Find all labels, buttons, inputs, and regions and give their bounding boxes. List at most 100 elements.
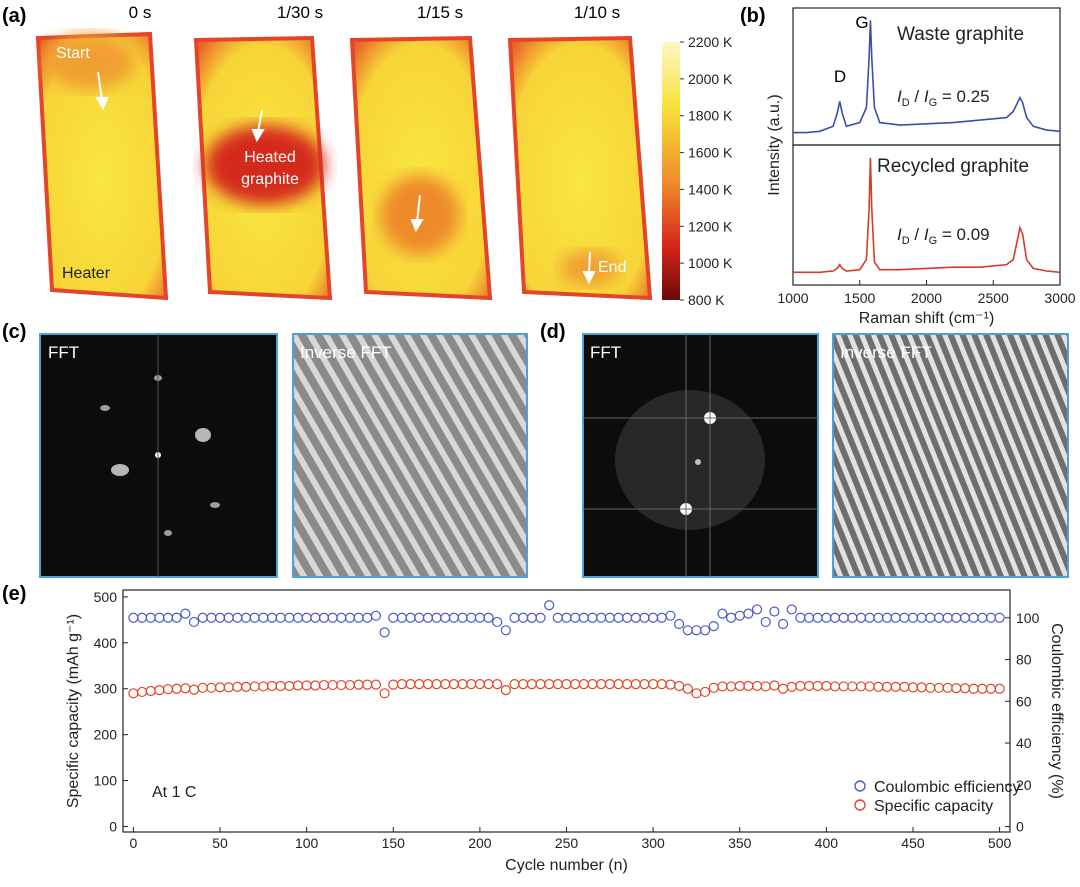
data-point (786, 681, 797, 692)
x-axis-label: Cycle number (n) (505, 857, 628, 874)
data-point (786, 604, 797, 615)
y-axis-label: Specific capacity (mAh g⁻¹) (65, 614, 82, 808)
legend-marker (854, 799, 866, 811)
data-point (656, 679, 667, 690)
data-point (492, 679, 503, 690)
annotation: At 1 C (152, 784, 196, 801)
data-point (249, 612, 260, 623)
x-axis-label: Raman shift (cm⁻¹) (859, 310, 995, 327)
data-point (162, 684, 174, 695)
data-point (639, 679, 650, 690)
colorbar-tick-label: 2000 K (688, 71, 733, 87)
data-point (708, 682, 719, 693)
data-point (596, 612, 607, 623)
data-point (855, 612, 867, 623)
y-axis-label: Intensity (a.u.) (766, 94, 783, 195)
data-point (674, 618, 685, 630)
ratio-part: = 0.25 (937, 87, 989, 106)
data-point (188, 616, 200, 628)
annotation: Start (56, 45, 90, 62)
data-point (613, 679, 624, 690)
data-point (656, 612, 667, 623)
data-point (734, 610, 745, 621)
data-point (630, 679, 641, 690)
data-point (344, 679, 356, 691)
annotation: End (598, 259, 626, 276)
data-point (916, 612, 927, 623)
data-point (223, 612, 234, 623)
data-point (197, 682, 208, 693)
data-point (890, 612, 901, 623)
data-point (448, 679, 459, 690)
thermal-images (35, 31, 680, 301)
data-point (284, 680, 295, 692)
panel-label: (a) (2, 5, 26, 27)
data-point (483, 679, 494, 690)
data-point (552, 612, 563, 623)
fft-label: Inverse FFT (840, 343, 932, 362)
data-point (985, 683, 997, 694)
data-point (284, 612, 295, 623)
data-point (422, 679, 434, 690)
data-point (318, 679, 330, 691)
x-tick-label: 150 (382, 835, 406, 851)
data-point (951, 612, 962, 623)
data-point (327, 679, 338, 691)
data-point (379, 627, 390, 638)
time-label: 0 s (129, 3, 152, 22)
colorbar (662, 42, 680, 300)
data-point (899, 612, 910, 623)
spectrum-line (793, 20, 1061, 134)
time-label: 1/10 s (574, 3, 620, 22)
data-point (812, 680, 823, 692)
fft-spots (100, 375, 220, 536)
data-point (414, 679, 425, 690)
data-point (977, 683, 988, 694)
data-point (691, 625, 702, 636)
data-point (769, 606, 780, 617)
data-point (128, 612, 139, 623)
data-point (171, 683, 182, 694)
data-point (474, 679, 485, 690)
data-point (795, 612, 806, 623)
data-point (206, 682, 217, 693)
data-point (518, 679, 529, 690)
ratio-part: I (924, 87, 929, 106)
colorbar-tick-label: 2200 K (688, 34, 733, 50)
data-point (544, 679, 555, 690)
data-point (396, 679, 408, 690)
data-point (379, 688, 390, 699)
data-point (128, 688, 139, 699)
data-point (881, 681, 893, 692)
hot-spot (45, 34, 135, 90)
data-point (847, 612, 858, 623)
data-point (136, 612, 148, 623)
fft-panels (39, 333, 1069, 578)
data-point (682, 683, 693, 694)
data-point (214, 682, 226, 693)
data-point (570, 612, 581, 623)
data-point (188, 684, 200, 695)
panel-label: (b) (740, 5, 766, 27)
y2-axis-label: Coulombic efficiency (%) (1048, 623, 1065, 799)
colorbar-tick-label: 800 K (688, 292, 725, 308)
ratio-part: G (929, 97, 938, 109)
data-point (500, 625, 511, 636)
data-point (648, 679, 659, 690)
panel-label: (d) (540, 321, 566, 343)
y2-tick-label: 20 (1016, 777, 1032, 793)
data-point (864, 612, 875, 623)
data-point (145, 612, 156, 623)
x-tick-label: 250 (555, 835, 579, 851)
data-point (622, 679, 633, 690)
y2-tick-label: 0 (1016, 819, 1024, 835)
data-point (223, 682, 234, 693)
fft-halo (615, 390, 765, 530)
data-point (431, 612, 442, 623)
data-point (327, 612, 338, 623)
colorbar-tick-label: 1200 K (688, 218, 733, 234)
data-point (344, 612, 356, 623)
annotation: Heater (62, 265, 111, 282)
data-point (336, 612, 347, 623)
